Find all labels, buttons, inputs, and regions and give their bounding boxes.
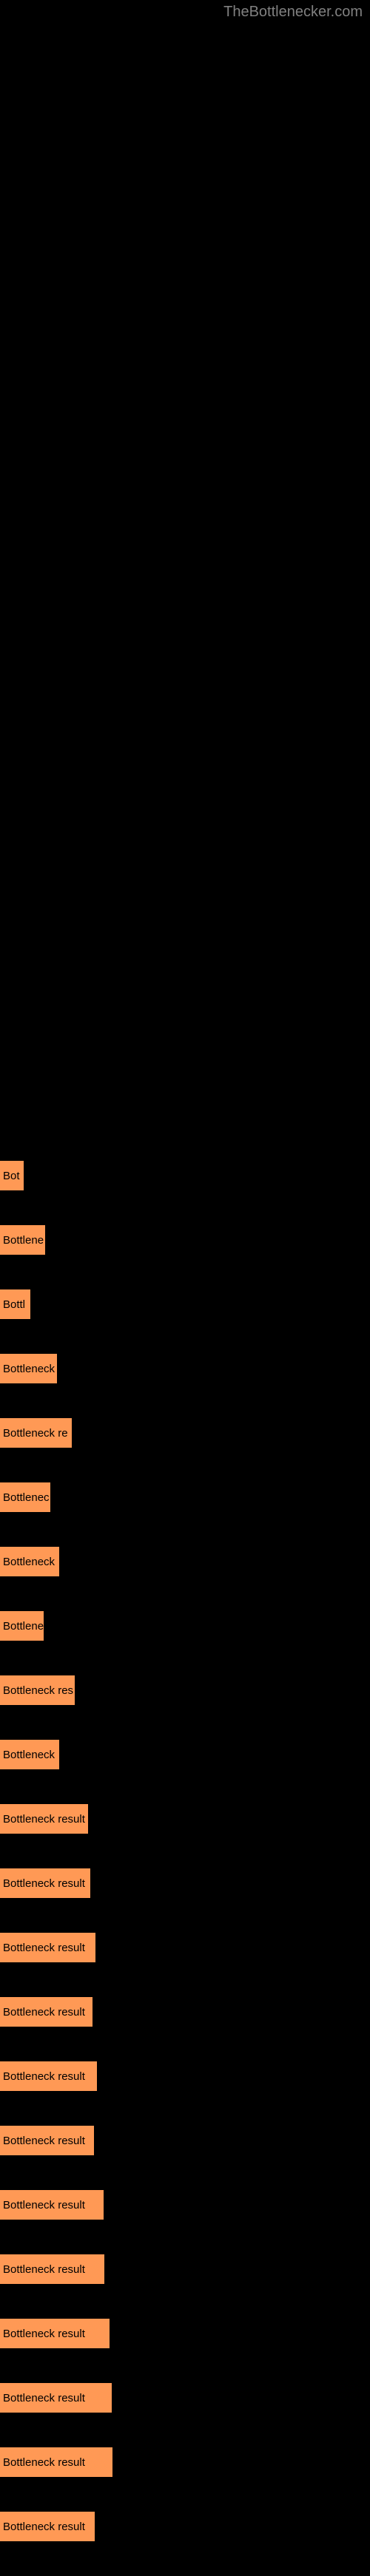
bar-label: Bottleneck result: [3, 2070, 85, 2083]
bar: Bot: [0, 1161, 24, 1190]
bar: Bottleneck result: [0, 2190, 104, 2220]
bar-row: Bottleneck: [0, 1547, 370, 1576]
bar-label: Bottleneck result: [3, 2456, 85, 2469]
bar: Bottleneck result: [0, 2447, 112, 2477]
bar-label: Bottleneck: [3, 1749, 55, 1761]
bar-label: Bottleneck result: [3, 1877, 85, 1890]
bar-label: Bottleneck res: [3, 1684, 73, 1697]
bar-label: Bottleneck: [3, 1363, 55, 1375]
bar: Bottleneck: [0, 1547, 59, 1576]
bar-label: Bottleneck result: [3, 1813, 85, 1826]
bar-label: Bottl: [3, 1298, 25, 1311]
bar-row: Bottleneck result: [0, 1804, 370, 1834]
bar-row: Bottleneck result: [0, 1933, 370, 1962]
bar-label: Bottleneck re: [3, 1427, 68, 1440]
bar-row: Bottleneck result: [0, 1997, 370, 2027]
bar: Bottleneck result: [0, 2319, 110, 2348]
bar-label: Bottleneck result: [3, 2135, 85, 2147]
bar-row: Bottlene: [0, 1225, 370, 1255]
bar: Bottlenec: [0, 1482, 50, 1512]
bar: Bottleneck: [0, 1740, 59, 1769]
bar-row: Bottleneck: [0, 1740, 370, 1769]
bar: Bottleneck result: [0, 2126, 94, 2155]
bar-row: Bottleneck result: [0, 2061, 370, 2091]
bar: Bottleneck result: [0, 1804, 88, 1834]
spacer: [0, 0, 370, 1161]
bar: Bottleneck result: [0, 2512, 95, 2541]
bar-row: Bottleneck res: [0, 1675, 370, 1705]
bar: Bottleneck result: [0, 1868, 90, 1898]
bar-chart: Bot Bottlene Bottl Bottleneck Bottleneck re B…: [0, 1161, 370, 2541]
bar: Bottleneck result: [0, 1997, 92, 2027]
bar: Bottl: [0, 1289, 30, 1319]
bar-row: Bottleneck result: [0, 2126, 370, 2155]
bar-label: Bottleneck result: [3, 2521, 85, 2533]
bar-row: Bottleneck result: [0, 2383, 370, 2413]
bar-label: Bottleneck result: [3, 2199, 85, 2211]
bar-label: Bottleneck: [3, 1556, 55, 1568]
bar: Bottleneck result: [0, 1933, 95, 1962]
bar: Bottleneck: [0, 1354, 57, 1383]
bar-label: Bottleneck result: [3, 2006, 85, 2019]
bar: Bottleneck re: [0, 1418, 72, 1448]
bar: Bottleneck result: [0, 2061, 97, 2091]
bar-row: Bot: [0, 1161, 370, 1190]
bar-label: Bottlene: [3, 1234, 44, 1247]
bar-label: Bottlene: [3, 1620, 44, 1633]
bar-label: Bottlenec: [3, 1491, 50, 1504]
bar-row: Bottleneck result: [0, 2190, 370, 2220]
bar-row: Bottl: [0, 1289, 370, 1319]
bar-label: Bottleneck result: [3, 1942, 85, 1954]
bar-label: Bottleneck result: [3, 2328, 85, 2340]
bar-row: Bottleneck result: [0, 2319, 370, 2348]
bar-row: Bottleneck re: [0, 1418, 370, 1448]
bar-label: Bot: [3, 1170, 20, 1182]
bar-row: Bottleneck result: [0, 2512, 370, 2541]
bar-label: Bottleneck result: [3, 2263, 85, 2276]
bar: Bottlene: [0, 1611, 44, 1641]
bar-row: Bottlene: [0, 1611, 370, 1641]
bar-row: Bottleneck result: [0, 2447, 370, 2477]
bar-row: Bottleneck: [0, 1354, 370, 1383]
bar: Bottleneck result: [0, 2383, 112, 2413]
bar: Bottleneck res: [0, 1675, 75, 1705]
bar-row: Bottleneck result: [0, 2254, 370, 2284]
bar-row: Bottleneck result: [0, 1868, 370, 1898]
bar: Bottlene: [0, 1225, 45, 1255]
bar: Bottleneck result: [0, 2254, 104, 2284]
bar-label: Bottleneck result: [3, 2392, 85, 2404]
watermark: TheBottlenecker.com: [223, 4, 363, 21]
bar-row: Bottlenec: [0, 1482, 370, 1512]
